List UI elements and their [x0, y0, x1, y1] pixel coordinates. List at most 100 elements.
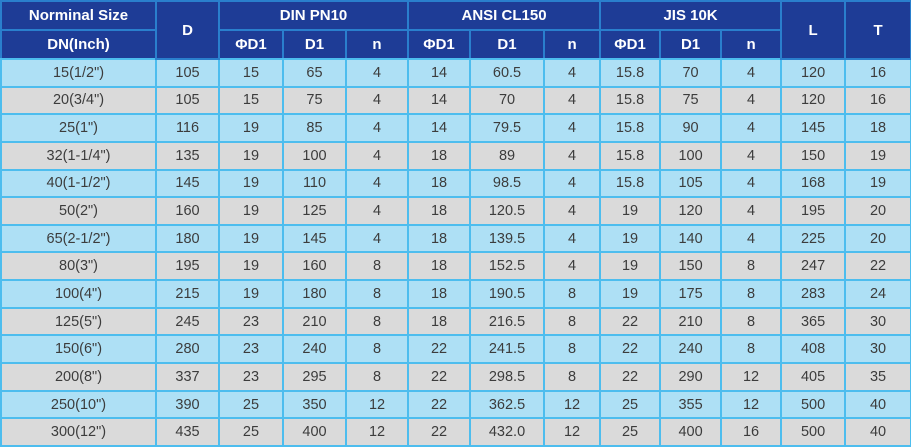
size-cell: 25(1")	[0, 113, 157, 143]
value-cell: 180	[155, 223, 220, 254]
value-cell: 12	[720, 362, 783, 392]
table-row: 150(6") 280 23 240 8 22 241.5 8 22 240 8 408 30	[0, 334, 911, 365]
value-cell: 8	[344, 251, 410, 282]
value-cell: 75	[659, 85, 723, 116]
value-cell: 337	[155, 362, 220, 392]
value-cell: 18	[407, 279, 472, 309]
value-cell: 8	[344, 334, 410, 365]
value-cell: 400	[282, 417, 347, 447]
value-cell: 15.8	[599, 85, 662, 116]
size-cell: 200(8")	[0, 362, 157, 392]
value-cell: 19	[599, 196, 662, 226]
value-cell: 105	[155, 85, 220, 116]
table-row: 20(3/4") 105 15 75 4 14 70 4 15.8 75 4 120 16	[0, 85, 911, 116]
value-cell: 19	[218, 223, 284, 254]
header-d: D	[155, 0, 220, 60]
value-cell: 19	[218, 113, 284, 143]
value-cell: 40	[844, 417, 911, 447]
header-group-ansi-cl150: ANSI CL150	[407, 0, 602, 31]
value-cell: 19	[844, 168, 911, 199]
table-row: 15(1/2") 105 15 65 4 14 60.5 4 15.8 70 4 120 16	[0, 58, 911, 88]
value-cell: 120	[659, 196, 723, 226]
value-cell: 8	[344, 279, 410, 309]
value-cell: 8	[543, 306, 602, 337]
table-row: 50(2") 160 19 125 4 18 120.5 4 19 120 4 195 20	[0, 196, 911, 226]
value-cell: 120	[780, 85, 847, 116]
size-cell: 50(2")	[0, 196, 157, 226]
value-cell: 18	[407, 140, 472, 171]
value-cell: 152.5	[469, 251, 546, 282]
value-cell: 14	[407, 113, 472, 143]
value-cell: 4	[720, 223, 783, 254]
value-cell: 240	[659, 334, 723, 365]
table-row: 100(4") 215 19 180 8 18 190.5 8 19 175 8 283 24	[0, 279, 911, 309]
value-cell: 75	[282, 85, 347, 116]
value-cell: 116	[155, 113, 220, 143]
value-cell: 400	[659, 417, 723, 447]
value-cell: 408	[780, 334, 847, 365]
header-jis-n: n	[720, 29, 783, 60]
value-cell: 20	[844, 223, 911, 254]
value-cell: 4	[344, 85, 410, 116]
value-cell: 22	[599, 362, 662, 392]
size-cell: 40(1-1/2")	[0, 168, 157, 199]
size-cell: 300(12")	[0, 417, 157, 447]
value-cell: 35	[844, 362, 911, 392]
table-row: 25(1") 116 19 85 4 14 79.5 4 15.8 90 4 145 18	[0, 113, 911, 143]
value-cell: 89	[469, 140, 546, 171]
value-cell: 19	[218, 168, 284, 199]
value-cell: 8	[344, 306, 410, 337]
table-row: 40(1-1/2") 145 19 110 4 18 98.5 4 15.8 105 4 168 19	[0, 168, 911, 199]
value-cell: 225	[780, 223, 847, 254]
value-cell: 160	[282, 251, 347, 282]
value-cell: 19	[218, 251, 284, 282]
value-cell: 70	[469, 85, 546, 116]
header-jis-d1: D1	[659, 29, 723, 60]
value-cell: 18	[407, 251, 472, 282]
value-cell: 4	[543, 196, 602, 226]
value-cell: 12	[720, 389, 783, 420]
value-cell: 4	[720, 196, 783, 226]
table-row: 200(8") 337 23 295 8 22 298.5 8 22 290 12 405 35	[0, 362, 911, 392]
value-cell: 4	[344, 196, 410, 226]
value-cell: 16	[844, 85, 911, 116]
header-group-jis-10k: JIS 10K	[599, 0, 783, 31]
value-cell: 4	[543, 168, 602, 199]
value-cell: 22	[407, 334, 472, 365]
header-nominal-size: Norminal Size	[0, 0, 157, 31]
value-cell: 22	[407, 362, 472, 392]
value-cell: 120	[780, 58, 847, 88]
value-cell: 18	[407, 196, 472, 226]
table-row: 300(12") 435 25 400 12 22 432.0 12 25 400 16 500 40	[0, 417, 911, 447]
value-cell: 210	[659, 306, 723, 337]
value-cell: 4	[543, 140, 602, 171]
value-cell: 25	[599, 389, 662, 420]
value-cell: 405	[780, 362, 847, 392]
size-cell: 80(3")	[0, 251, 157, 282]
value-cell: 8	[720, 306, 783, 337]
value-cell: 79.5	[469, 113, 546, 143]
size-cell: 125(5")	[0, 306, 157, 337]
value-cell: 4	[344, 140, 410, 171]
value-cell: 20	[844, 196, 911, 226]
value-cell: 12	[344, 389, 410, 420]
size-cell: 65(2-1/2")	[0, 223, 157, 254]
value-cell: 4	[543, 223, 602, 254]
value-cell: 18	[844, 113, 911, 143]
value-cell: 500	[780, 389, 847, 420]
size-cell: 32(1-1/4")	[0, 140, 157, 171]
value-cell: 215	[155, 279, 220, 309]
value-cell: 120.5	[469, 196, 546, 226]
value-cell: 22	[407, 417, 472, 447]
value-cell: 355	[659, 389, 723, 420]
value-cell: 500	[780, 417, 847, 447]
value-cell: 247	[780, 251, 847, 282]
value-cell: 19	[599, 223, 662, 254]
size-cell: 250(10")	[0, 389, 157, 420]
value-cell: 30	[844, 306, 911, 337]
table-row: 32(1-1/4") 135 19 100 4 18 89 4 15.8 100 4 150 19	[0, 140, 911, 171]
value-cell: 8	[543, 362, 602, 392]
table-body: 15(1/2") 105 15 65 4 14 60.5 4 15.8 70 4 120 16 20(3/…	[0, 58, 911, 447]
value-cell: 180	[282, 279, 347, 309]
